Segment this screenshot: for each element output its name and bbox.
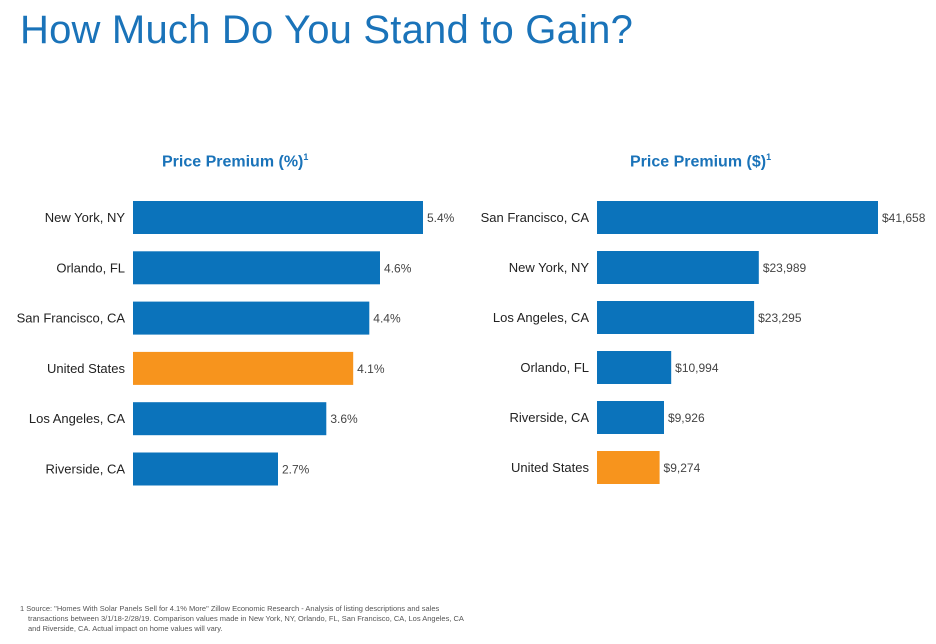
category-label-percent-los-angeles-ca: Los Angeles, CA (29, 411, 125, 426)
chart-title-percent-text: Price Premium (%) (162, 153, 304, 171)
footnote-line-2: transactions between 3/1/18-2/28/19. Com… (28, 614, 464, 623)
value-label-percent-new-york-ny: 5.4% (427, 211, 455, 225)
category-label-dollar-orlando-fl: Orlando, FL (520, 360, 589, 375)
bar-percent-new-york-ny (133, 201, 423, 234)
bar-dollar-riverside-ca (597, 401, 664, 434)
category-label-percent-orlando-fl: Orlando, FL (56, 260, 125, 275)
value-label-dollar-orlando-fl: $10,994 (675, 361, 719, 375)
chart-title-dollar: Price Premium ($)1 (630, 152, 771, 171)
bar-percent-riverside-ca (133, 452, 278, 486)
chart-title-dollar-text: Price Premium ($) (630, 153, 767, 171)
value-label-percent-san-francisco-ca: 4.4% (373, 312, 401, 326)
value-label-dollar-new-york-ny: $23,989 (763, 261, 807, 275)
bar-dollar-orlando-fl (597, 351, 672, 384)
value-label-percent-riverside-ca: 2.7% (282, 463, 310, 477)
category-label-dollar-san-francisco-ca: San Francisco, CA (481, 210, 590, 225)
value-label-dollar-united-states: $9,274 (664, 461, 701, 475)
value-label-dollar-los-angeles-ca: $23,295 (758, 311, 802, 325)
footnote-line-3: and Riverside, CA. Actual impact on home… (28, 624, 223, 633)
category-label-dollar-riverside-ca: Riverside, CA (510, 410, 590, 425)
category-label-percent-new-york-ny: New York, NY (45, 210, 126, 225)
footnote: 1 Source: "Homes With Solar Panels Sell … (20, 604, 560, 634)
bar-dollar-san-francisco-ca (597, 201, 878, 234)
bar-percent-los-angeles-ca (133, 402, 327, 436)
footnote-line-1: 1 Source: "Homes With Solar Panels Sell … (20, 604, 440, 613)
category-label-percent-san-francisco-ca: San Francisco, CA (17, 311, 126, 326)
bar-dollar-united-states (597, 451, 660, 484)
bar-dollar-new-york-ny (597, 251, 759, 284)
category-label-dollar-los-angeles-ca: Los Angeles, CA (493, 310, 589, 325)
bar-charts: New York, NY 5.4% Orlando, FL 4.6% San Franc… (17, 201, 926, 486)
bar-dollar-los-angeles-ca (597, 301, 755, 334)
chart-title-dollar-footnote-mark: 1 (766, 152, 772, 162)
value-label-percent-united-states: 4.1% (357, 362, 385, 376)
value-label-percent-orlando-fl: 4.6% (384, 261, 412, 275)
page-title: How Much Do You Stand to Gain? (20, 8, 634, 52)
bar-percent-san-francisco-ca (133, 301, 370, 335)
bar-percent-orlando-fl (133, 251, 380, 285)
category-label-percent-united-states: United States (47, 361, 126, 376)
value-label-dollar-riverside-ca: $9,926 (668, 411, 705, 425)
bar-percent-united-states (133, 351, 354, 385)
value-label-dollar-san-francisco-ca: $41,658 (882, 211, 926, 225)
value-label-percent-los-angeles-ca: 3.6% (330, 412, 358, 426)
category-label-dollar-new-york-ny: New York, NY (509, 260, 590, 275)
category-label-dollar-united-states: United States (511, 460, 590, 475)
category-label-percent-riverside-ca: Riverside, CA (46, 462, 126, 477)
chart-title-percent: Price Premium (%)1 (162, 152, 308, 171)
chart-title-percent-footnote-mark: 1 (303, 152, 309, 162)
